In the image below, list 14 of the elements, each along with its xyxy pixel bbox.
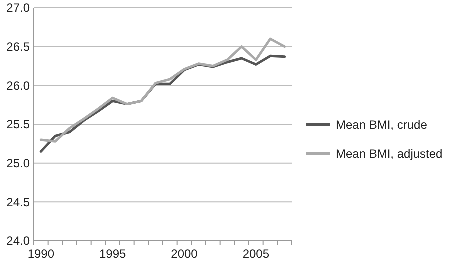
y-tick-label: 25.0 xyxy=(6,156,30,171)
legend-label: Mean BMI, adjusted xyxy=(336,147,443,162)
y-tick-label: 25.5 xyxy=(6,118,30,132)
line-series xyxy=(40,38,286,143)
y-tick-label: 27.0 xyxy=(6,1,30,16)
legend-label: Mean BMI, crude xyxy=(336,118,428,132)
y-tick-label: 24.5 xyxy=(6,195,30,210)
y-tick-label: 24.0 xyxy=(6,234,30,248)
y-tick-label: 26.0 xyxy=(6,78,30,93)
x-tick-label: 2005 xyxy=(242,247,270,261)
x-tick-label: 1995 xyxy=(99,247,127,261)
x-tick-label: 2000 xyxy=(171,247,198,261)
y-tick-label: 26.5 xyxy=(6,40,30,54)
x-tick-label: 1990 xyxy=(28,247,55,261)
